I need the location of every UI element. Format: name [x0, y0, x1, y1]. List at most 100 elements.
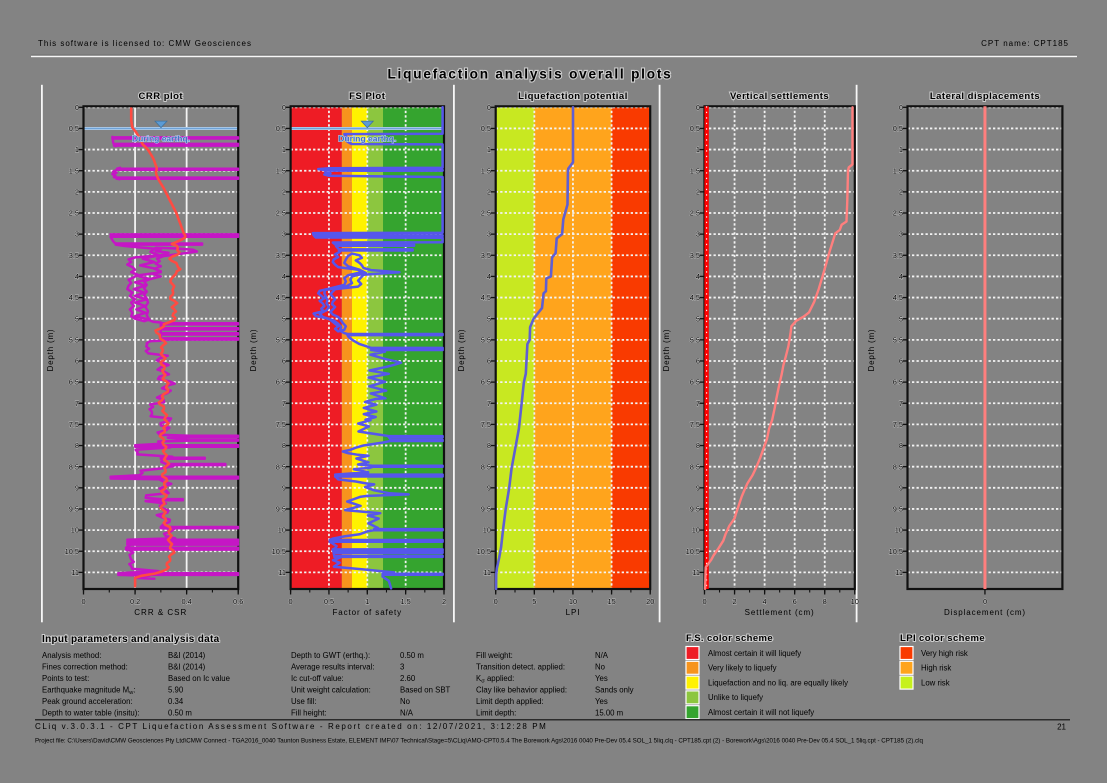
svg-text:3: 3: [487, 230, 491, 239]
svg-text:9: 9: [487, 483, 491, 492]
svg-text:3.5: 3.5: [893, 251, 903, 260]
svg-text:2.60: 2.60: [400, 674, 416, 683]
svg-text:9: 9: [282, 483, 286, 492]
svg-text:21: 21: [1057, 723, 1066, 732]
svg-text:1.5: 1.5: [276, 166, 286, 175]
svg-text:10.5: 10.5: [686, 547, 700, 556]
svg-text:1: 1: [899, 145, 903, 154]
svg-text:0: 0: [494, 597, 498, 606]
svg-text:0.5: 0.5: [69, 124, 79, 133]
svg-text:5.5: 5.5: [69, 335, 79, 344]
svg-text:6: 6: [75, 357, 79, 366]
svg-text:10: 10: [278, 526, 286, 535]
svg-text:6.5: 6.5: [893, 378, 903, 387]
svg-text:1.5: 1.5: [481, 166, 491, 175]
svg-text:Depth (m): Depth (m): [457, 329, 466, 372]
svg-text:Clay like behavior applied:: Clay like behavior applied:: [476, 686, 567, 695]
svg-text:2: 2: [75, 188, 79, 197]
svg-text:11: 11: [278, 568, 286, 577]
svg-text:Based on Ic value: Based on Ic value: [168, 674, 230, 683]
svg-text:Project file: C:\Users\David\C: Project file: C:\Users\David\CMW Geoscie…: [35, 738, 923, 745]
svg-text:2: 2: [696, 188, 700, 197]
svg-text:Liquefaction potential: Liquefaction potential: [518, 91, 628, 102]
svg-text:Unit weight calculation:: Unit weight calculation:: [291, 686, 371, 695]
svg-text:N/A: N/A: [400, 709, 414, 718]
svg-text:8: 8: [696, 441, 700, 450]
svg-text:5.5: 5.5: [893, 335, 903, 344]
svg-text:0: 0: [282, 103, 286, 112]
svg-text:0.2: 0.2: [130, 597, 140, 606]
svg-text:Input parameters and analysis: Input parameters and analysis data: [42, 634, 220, 645]
svg-text:0.5: 0.5: [324, 597, 334, 606]
svg-text:10.5: 10.5: [477, 547, 491, 556]
svg-text:B&I (2014): B&I (2014): [168, 663, 206, 672]
svg-text:5: 5: [75, 314, 79, 323]
svg-text:CLiq v.3.0.3.1 - CPT Liquefact: CLiq v.3.0.3.1 - CPT Liquefaction Assess…: [35, 722, 547, 731]
svg-text:No: No: [400, 697, 411, 706]
svg-text:0: 0: [899, 103, 903, 112]
svg-text:3.5: 3.5: [69, 251, 79, 260]
svg-text:2: 2: [899, 188, 903, 197]
svg-text:Based on SBT: Based on SBT: [400, 686, 451, 695]
svg-text:Analysis method:: Analysis method:: [42, 651, 101, 660]
svg-text:Points to test:: Points to test:: [42, 674, 89, 683]
svg-text:0: 0: [81, 597, 85, 606]
svg-text:9: 9: [696, 483, 700, 492]
svg-text:Settlement (cm): Settlement (cm): [745, 608, 815, 617]
svg-text:1: 1: [487, 145, 491, 154]
svg-text:8: 8: [899, 441, 903, 450]
svg-text:3: 3: [400, 663, 404, 672]
svg-text:11: 11: [895, 568, 903, 577]
svg-text:FS Plot: FS Plot: [349, 91, 386, 102]
svg-text:4.5: 4.5: [690, 293, 700, 302]
svg-text:2: 2: [487, 188, 491, 197]
svg-text:10: 10: [851, 597, 859, 606]
svg-text:3.5: 3.5: [481, 251, 491, 260]
svg-text:3: 3: [282, 230, 286, 239]
svg-text:2.5: 2.5: [69, 209, 79, 218]
svg-text:9.5: 9.5: [481, 505, 491, 514]
svg-text:6: 6: [696, 357, 700, 366]
svg-text:15: 15: [607, 597, 615, 606]
svg-text:Depth to GWT (erthq.):: Depth to GWT (erthq.):: [291, 651, 370, 660]
svg-text:4.5: 4.5: [276, 293, 286, 302]
svg-text:1.5: 1.5: [893, 166, 903, 175]
svg-text:10.5: 10.5: [65, 547, 79, 556]
svg-text:5.5: 5.5: [481, 335, 491, 344]
svg-text:This software is licensed to:: This software is licensed to: CMW Geosci…: [38, 39, 252, 48]
svg-text:1.5: 1.5: [690, 166, 700, 175]
svg-text:2.5: 2.5: [276, 209, 286, 218]
svg-text:5.5: 5.5: [276, 335, 286, 344]
svg-text:5: 5: [282, 314, 286, 323]
svg-text:Fill height:: Fill height:: [291, 709, 327, 718]
svg-text:Depth (m): Depth (m): [249, 329, 258, 372]
svg-text:7.5: 7.5: [276, 420, 286, 429]
svg-text:2.5: 2.5: [893, 209, 903, 218]
svg-text:5.90: 5.90: [168, 686, 184, 695]
svg-text:1: 1: [282, 145, 286, 154]
svg-text:Fines correction method:: Fines correction method:: [42, 663, 128, 672]
svg-text:10.5: 10.5: [889, 547, 903, 556]
svg-text:During earthq.: During earthq.: [338, 134, 396, 144]
svg-text:Earthquake magnitude Mw:: Earthquake magnitude Mw:: [42, 686, 135, 697]
svg-text:9: 9: [75, 483, 79, 492]
svg-text:Vertical settlements: Vertical settlements: [730, 91, 829, 102]
svg-text:1.5: 1.5: [400, 597, 410, 606]
svg-text:Fill weight:: Fill weight:: [476, 651, 513, 660]
svg-text:4: 4: [282, 272, 286, 281]
svg-text:4: 4: [75, 272, 79, 281]
svg-text:7: 7: [75, 399, 79, 408]
svg-text:0.5: 0.5: [690, 124, 700, 133]
svg-text:6: 6: [899, 357, 903, 366]
svg-text:Limit depth applied:: Limit depth applied:: [476, 697, 544, 706]
svg-text:6: 6: [487, 357, 491, 366]
svg-text:Kσ applied:: Kσ applied:: [476, 674, 514, 685]
svg-text:Average results interval:: Average results interval:: [291, 663, 375, 672]
svg-text:8.5: 8.5: [893, 462, 903, 471]
svg-text:8: 8: [487, 441, 491, 450]
svg-text:0: 0: [75, 103, 79, 112]
svg-text:Depth to water table (insitu):: Depth to water table (insitu):: [42, 709, 140, 718]
svg-text:Peak ground acceleration:: Peak ground acceleration:: [42, 697, 133, 706]
svg-text:0: 0: [289, 597, 293, 606]
svg-text:CRR & CSR: CRR & CSR: [134, 608, 187, 617]
